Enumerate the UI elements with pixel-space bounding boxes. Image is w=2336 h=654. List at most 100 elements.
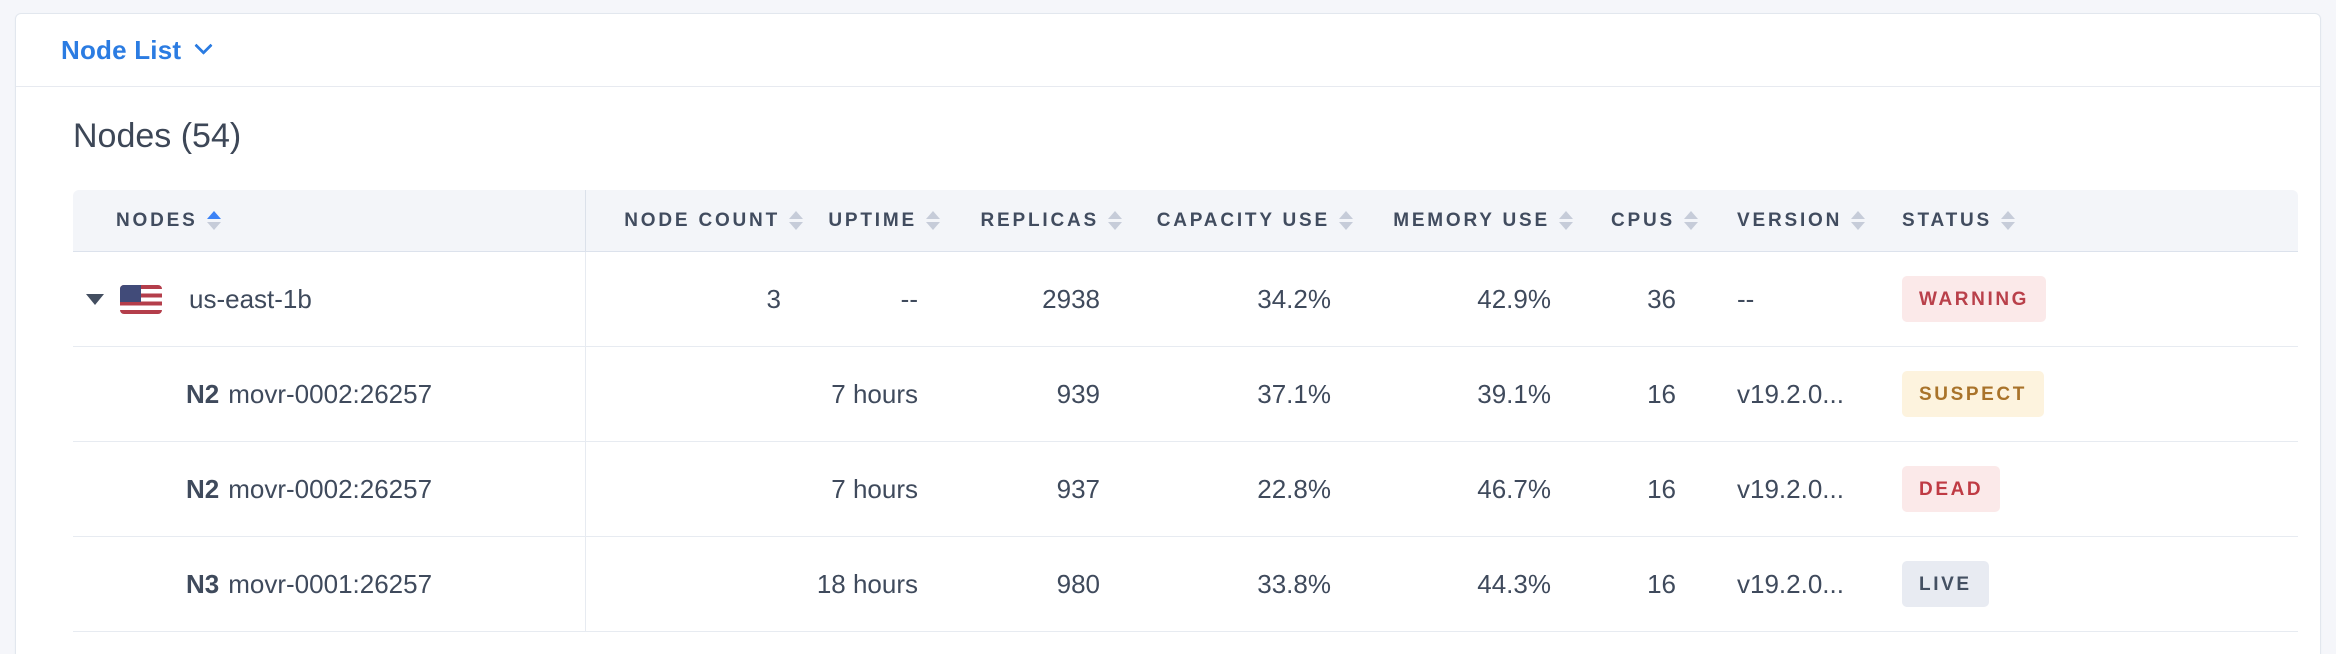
status-badge: WARNING bbox=[1902, 276, 2047, 322]
column-header-memory-use[interactable]: MEMORY USE bbox=[1353, 190, 1573, 251]
column-header-replicas[interactable]: REPLICAS bbox=[940, 190, 1122, 251]
us-flag-icon bbox=[120, 284, 162, 314]
cell-uptime: 7 hours bbox=[831, 473, 918, 504]
column-header-label: NODE COUNT bbox=[624, 209, 780, 231]
region-name: us-east-1b bbox=[189, 283, 312, 314]
node-address: movr-0001:26257 bbox=[228, 568, 433, 599]
column-header-label: VERSION bbox=[1737, 209, 1843, 231]
cell-replicas: 939 bbox=[1056, 378, 1100, 409]
cell-version: v19.2.0... bbox=[1737, 568, 1844, 599]
cell-cpus: 16 bbox=[1647, 378, 1676, 409]
column-header-label: MEMORY USE bbox=[1393, 209, 1550, 231]
table-row-node[interactable]: N2 movr-0002:26257 7 hours 939 37.1% 39.… bbox=[73, 347, 2298, 442]
cell-node-count: 3 bbox=[766, 283, 781, 314]
cell-node-name[interactable]: N2 movr-0002:26257 bbox=[73, 442, 586, 536]
sort-asc-arrow bbox=[789, 211, 803, 219]
column-header-label: REPLICAS bbox=[980, 209, 1099, 231]
sort-desc-arrow bbox=[1851, 222, 1866, 230]
nodes-table: NODES NODE COUNT UPTIME bbox=[73, 190, 2298, 632]
sort-desc-arrow bbox=[1684, 222, 1698, 230]
table-row-node[interactable]: N2 movr-0002:26257 7 hours 937 22.8% 46.… bbox=[73, 442, 2298, 537]
cell-cpus: 16 bbox=[1647, 473, 1676, 504]
sort-icon bbox=[1559, 211, 1573, 230]
cell-node-name[interactable]: N2 movr-0002:26257 bbox=[73, 347, 586, 441]
sort-asc-arrow bbox=[206, 211, 221, 219]
cell-version: v19.2.0... bbox=[1737, 473, 1844, 504]
node-id: N2 bbox=[186, 378, 220, 409]
sort-desc-arrow bbox=[1108, 222, 1122, 230]
column-header-nodes[interactable]: NODES bbox=[73, 190, 586, 251]
cell-replicas: 2938 bbox=[1042, 283, 1100, 314]
cell-node-name[interactable]: N3 movr-0001:26257 bbox=[73, 537, 586, 631]
column-header-label: UPTIME bbox=[828, 209, 917, 231]
sort-desc-arrow bbox=[206, 222, 221, 230]
column-header-node-count[interactable]: NODE COUNT bbox=[586, 190, 803, 251]
node-id: N2 bbox=[186, 473, 220, 504]
node-id: N3 bbox=[186, 568, 220, 599]
sort-asc-arrow bbox=[1108, 211, 1122, 219]
column-header-capacity-use[interactable]: CAPACITY USE bbox=[1122, 190, 1353, 251]
cell-capacity-use: 37.1% bbox=[1257, 378, 1331, 409]
status-badge: LIVE bbox=[1902, 561, 1989, 607]
sort-asc-arrow bbox=[1851, 211, 1866, 219]
cell-status: SUSPECT bbox=[1900, 347, 2298, 441]
column-header-label: NODES bbox=[116, 209, 198, 231]
cell-capacity-use: 33.8% bbox=[1257, 568, 1331, 599]
table-header-row: NODES NODE COUNT UPTIME bbox=[73, 190, 2298, 252]
table-row-region[interactable]: us-east-1b 3 -- 2938 34.2% 42.9% 36 -- W… bbox=[73, 252, 2298, 347]
sort-icon bbox=[1684, 211, 1698, 230]
sort-icon bbox=[789, 211, 803, 230]
cell-cpus: 16 bbox=[1647, 568, 1676, 599]
sort-icon bbox=[206, 211, 221, 230]
sort-asc-arrow bbox=[1339, 211, 1353, 219]
sort-icon bbox=[926, 211, 940, 230]
chevron-down-icon bbox=[194, 35, 213, 55]
cell-memory-use: 42.9% bbox=[1477, 283, 1551, 314]
sort-asc-arrow bbox=[2000, 211, 2015, 219]
sort-icon bbox=[1108, 211, 1122, 230]
column-header-label: STATUS bbox=[1902, 209, 1992, 231]
cell-node-count bbox=[586, 347, 803, 441]
cell-version: v19.2.0... bbox=[1737, 378, 1844, 409]
cell-status: DEAD bbox=[1900, 442, 2298, 536]
sort-desc-arrow bbox=[1559, 222, 1573, 230]
column-header-status[interactable]: STATUS bbox=[1900, 190, 2298, 251]
table-row-node[interactable]: N3 movr-0001:26257 18 hours 980 33.8% 44… bbox=[73, 537, 2298, 632]
cell-uptime: 18 hours bbox=[816, 568, 918, 599]
cell-status: WARNING bbox=[1900, 252, 2298, 346]
column-header-uptime[interactable]: UPTIME bbox=[803, 190, 940, 251]
sort-desc-arrow bbox=[2000, 222, 2015, 230]
cell-uptime: -- bbox=[900, 283, 918, 314]
column-header-version[interactable]: VERSION bbox=[1698, 190, 1900, 251]
cell-version: -- bbox=[1737, 283, 1755, 314]
cell-capacity-use: 22.8% bbox=[1257, 473, 1331, 504]
sort-desc-arrow bbox=[926, 222, 940, 230]
cell-uptime: 7 hours bbox=[831, 378, 918, 409]
cell-region-name[interactable]: us-east-1b bbox=[73, 252, 586, 346]
cell-memory-use: 44.3% bbox=[1477, 568, 1551, 599]
sort-asc-arrow bbox=[1684, 211, 1698, 219]
collapse-expander-icon[interactable] bbox=[86, 293, 104, 305]
page-title: Nodes (54) bbox=[73, 117, 242, 155]
status-badge: SUSPECT bbox=[1902, 371, 2044, 417]
cell-capacity-use: 34.2% bbox=[1257, 283, 1331, 314]
cell-node-count bbox=[586, 537, 803, 631]
node-list-card: Node List Nodes (54) NODES NODE COUNT bbox=[15, 13, 2321, 654]
view-selector-dropdown[interactable]: Node List bbox=[61, 34, 213, 66]
column-header-cpus[interactable]: CPUS bbox=[1573, 190, 1698, 251]
cell-cpus: 36 bbox=[1647, 283, 1676, 314]
column-header-label: CPUS bbox=[1611, 209, 1675, 231]
card-body: Nodes (54) NODES NODE COUNT bbox=[16, 87, 2320, 632]
sort-icon bbox=[2000, 211, 2015, 230]
view-selector-label: Node List bbox=[61, 34, 182, 65]
sort-asc-arrow bbox=[1559, 211, 1573, 219]
status-badge: DEAD bbox=[1902, 466, 2001, 512]
cell-memory-use: 39.1% bbox=[1477, 378, 1551, 409]
sort-icon bbox=[1851, 211, 1866, 230]
sort-asc-arrow bbox=[926, 211, 940, 219]
cell-replicas: 980 bbox=[1056, 568, 1100, 599]
node-address: movr-0002:26257 bbox=[228, 378, 433, 409]
sort-desc-arrow bbox=[1339, 222, 1353, 230]
cell-status: LIVE bbox=[1900, 537, 2298, 631]
cell-memory-use: 46.7% bbox=[1477, 473, 1551, 504]
